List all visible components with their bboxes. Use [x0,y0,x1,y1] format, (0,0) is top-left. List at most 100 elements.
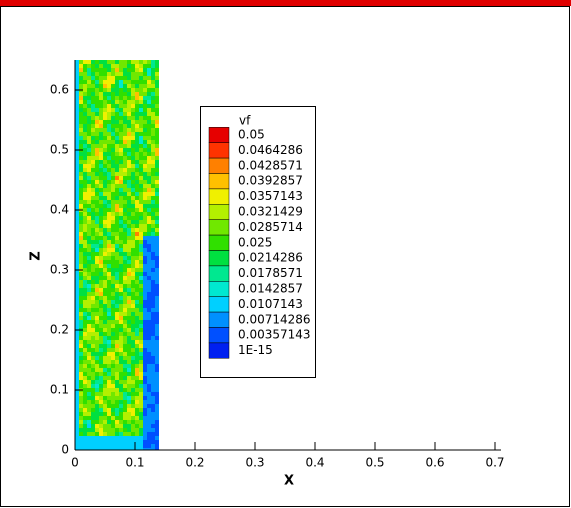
contour-cell [91,416,95,420]
contour-cell [127,116,131,120]
contour-cell [135,332,139,336]
contour-cell [111,448,115,450]
contour-cell [115,148,119,152]
contour-cell [135,104,139,108]
contour-cell [139,228,143,232]
contour-cell [123,212,127,216]
contour-cell [87,360,91,364]
contour-cell [107,324,111,328]
contour-cell [147,184,151,188]
contour-cell [139,188,143,192]
contour-cell [139,260,143,264]
contour-cell [107,176,111,180]
contour-cell [103,432,107,436]
contour-cell [103,124,107,128]
contour-cell [115,232,119,236]
contour-cell [143,388,147,392]
contour-cell [83,344,87,348]
contour-cell [127,72,131,76]
contour-cell [131,96,135,100]
contour-cell [83,432,87,436]
contour-cell [127,344,131,348]
contour-cell [115,336,119,340]
contour-cell [155,68,159,72]
contour-cell [135,112,139,116]
contour-cell [151,148,155,152]
x-tick-label: 0.4 [305,456,324,470]
contour-cell [83,372,87,376]
contour-cell [83,424,87,428]
contour-cell [127,416,131,420]
contour-cell [131,428,135,432]
contour-cell [147,244,151,248]
contour-cell [155,328,159,332]
contour-cell [155,296,159,300]
contour-cell [155,172,159,176]
legend-swatch [208,188,230,205]
contour-cell [91,248,95,252]
legend-swatch [208,157,230,174]
contour-cell [99,320,103,324]
contour-cell [147,84,151,88]
contour-cell [103,256,107,260]
contour-cell [155,408,159,412]
contour-cell [123,232,127,236]
contour-cell [147,420,151,424]
contour-cell [103,152,107,156]
contour-cell [95,348,99,352]
contour-cell [131,396,135,400]
contour-cell [147,336,151,340]
contour-cell [155,432,159,436]
contour-cell [103,292,107,296]
contour-cell [111,224,115,228]
contour-cell [107,420,111,424]
contour-cell [91,384,95,388]
contour-cell [139,120,143,124]
contour-cell [115,92,119,96]
contour-cell [151,368,155,372]
contour-cell [99,160,103,164]
contour-cell [103,72,107,76]
contour-cell [123,372,127,376]
contour-cell [111,328,115,332]
contour-cell [95,188,99,192]
contour-cell [111,312,115,316]
contour-cell [87,344,91,348]
contour-cell [111,128,115,132]
contour-cell [103,320,107,324]
contour-cell [143,408,147,412]
contour-cell [131,236,135,240]
contour-cell [139,184,143,188]
contour-cell [75,180,79,184]
contour-cell [147,188,151,192]
contour-cell [75,276,79,280]
contour-cell [83,108,87,112]
contour-cell [95,136,99,140]
contour-cell [155,220,159,224]
contour-cell [155,320,159,324]
contour-cell [87,388,91,392]
contour-cell [151,256,155,260]
contour-cell [83,204,87,208]
contour-cell [87,184,91,188]
contour-cell [103,268,107,272]
contour-cell [119,444,123,448]
contour-cell [115,280,119,284]
contour-cell [107,172,111,176]
contour-cell [103,220,107,224]
contour-cell [127,424,131,428]
contour-cell [79,104,83,108]
contour-cell [151,436,155,440]
contour-cell [111,124,115,128]
contour-cell [99,272,103,276]
contour-cell [111,432,115,436]
contour-cell [95,228,99,232]
contour-cell [83,104,87,108]
contour-cell [95,124,99,128]
contour-cell [135,292,139,296]
contour-cell [115,116,119,120]
contour-cell [75,240,79,244]
contour-cell [107,184,111,188]
contour-cell [139,280,143,284]
contour-cell [155,116,159,120]
